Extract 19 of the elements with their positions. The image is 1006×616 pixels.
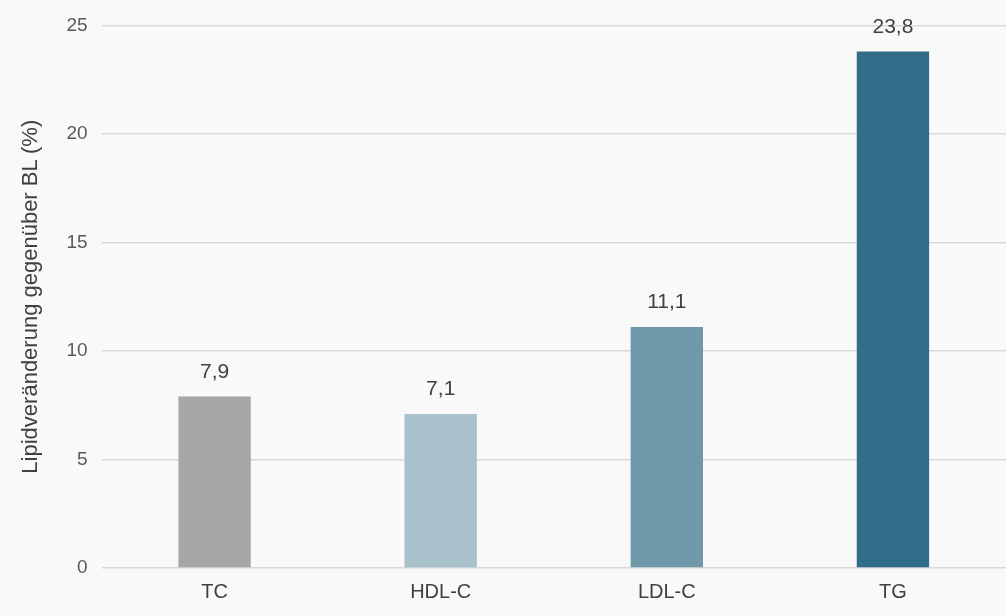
y-tick-label: 10	[66, 339, 88, 361]
y-tick-label: 15	[66, 230, 88, 252]
y-tick-label: 5	[76, 447, 88, 469]
y-tick-label: 0	[76, 556, 88, 578]
bar	[404, 413, 477, 568]
x-tick-label: TG	[879, 579, 907, 602]
data-label: 7,9	[199, 358, 230, 382]
data-label: 11,1	[647, 289, 687, 313]
data-label: 7,1	[426, 376, 456, 400]
y-tick-label: 25	[66, 13, 88, 35]
bar	[856, 51, 930, 568]
y-tick-label: 20	[66, 122, 88, 144]
x-tick-label: TC	[201, 579, 228, 602]
bar	[178, 396, 251, 568]
y-axis-title: Lipidveränderung gegenüber BL (%)	[17, 119, 43, 474]
x-tick-label: HDL-C	[410, 579, 472, 602]
bar	[630, 327, 703, 568]
x-tick-label: LDL-C	[637, 579, 696, 602]
data-label: 23,8	[872, 13, 914, 37]
